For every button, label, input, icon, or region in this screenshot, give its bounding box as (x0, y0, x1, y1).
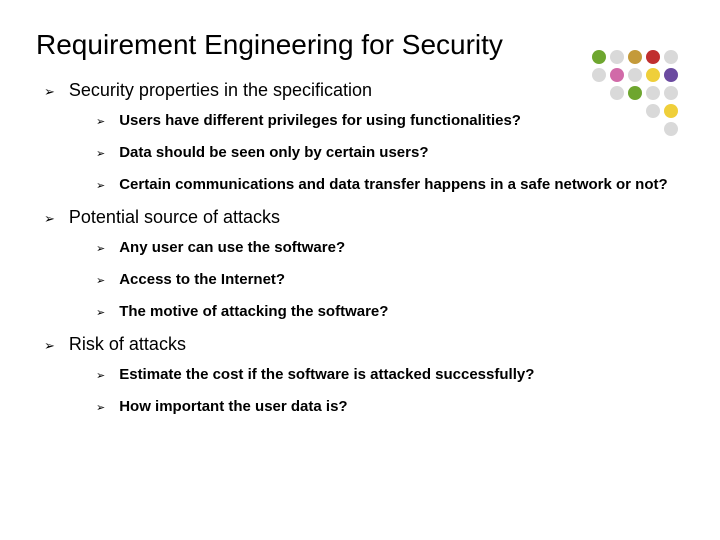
bullet-lvl2: ➢ The motive of attacking the software? (96, 300, 684, 324)
bullet-text: Certain communications and data transfer… (119, 173, 684, 197)
decor-dot (592, 50, 606, 64)
decor-dot (646, 50, 660, 64)
decor-dot (646, 104, 660, 118)
decor-dot (628, 68, 642, 82)
decor-dot (610, 50, 624, 64)
chevron-icon: ➢ (96, 178, 105, 196)
bullet-text: Risk of attacks (69, 334, 684, 355)
decor-dot (592, 68, 606, 82)
decor-dot (646, 86, 660, 100)
decor-dots (592, 50, 702, 160)
slide: Requirement Engineering for Security ➢ S… (0, 0, 720, 540)
chevron-icon: ➢ (96, 146, 105, 164)
chevron-icon: ➢ (96, 114, 105, 132)
bullet-text: Access to the Internet? (119, 268, 684, 292)
bullet-text: Estimate the cost if the software is att… (119, 363, 684, 387)
bullet-text: Potential source of attacks (69, 207, 684, 228)
chevron-icon: ➢ (96, 273, 105, 291)
chevron-icon: ➢ (44, 211, 55, 227)
decor-dot (664, 122, 678, 136)
chevron-icon: ➢ (96, 305, 105, 323)
decor-dot (664, 86, 678, 100)
bullet-lvl1: ➢ Risk of attacks (44, 334, 684, 355)
decor-dot (610, 68, 624, 82)
decor-dot (610, 86, 624, 100)
decor-dot (664, 68, 678, 82)
decor-dot (628, 50, 642, 64)
bullet-text: Any user can use the software? (119, 236, 684, 260)
decor-dot (646, 68, 660, 82)
decor-dot (628, 86, 642, 100)
chevron-icon: ➢ (44, 84, 55, 100)
bullet-lvl2: ➢ Estimate the cost if the software is a… (96, 363, 684, 387)
bullet-lvl1: ➢ Security properties in the specificati… (44, 80, 684, 101)
decor-dot (664, 50, 678, 64)
slide-title: Requirement Engineering for Security (36, 28, 684, 62)
chevron-icon: ➢ (96, 400, 105, 418)
bullet-lvl2: ➢ Any user can use the software? (96, 236, 684, 260)
bullet-text: The motive of attacking the software? (119, 300, 684, 324)
chevron-icon: ➢ (44, 338, 55, 354)
chevron-icon: ➢ (96, 241, 105, 259)
bullet-lvl2: ➢ How important the user data is? (96, 395, 684, 419)
bullet-lvl1: ➢ Potential source of attacks (44, 207, 684, 228)
bullet-lvl2: ➢ Access to the Internet? (96, 268, 684, 292)
bullet-lvl2: ➢ Certain communications and data transf… (96, 173, 684, 197)
decor-dot (664, 104, 678, 118)
bullet-text: How important the user data is? (119, 395, 684, 419)
chevron-icon: ➢ (96, 368, 105, 386)
